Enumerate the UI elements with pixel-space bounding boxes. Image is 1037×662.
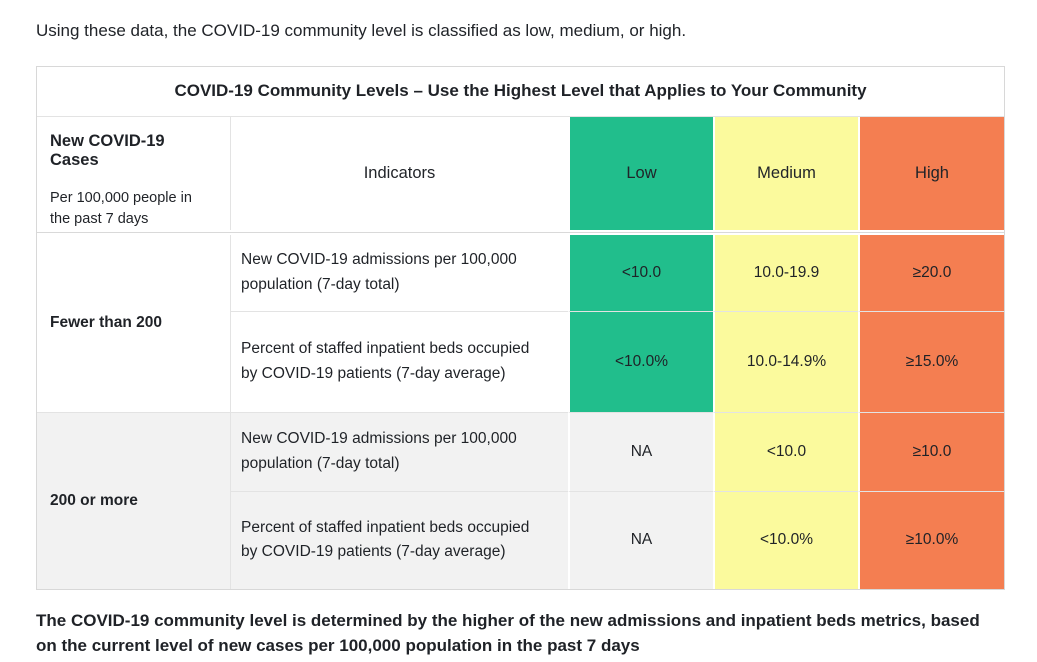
table-title-row: COVID-19 Community Levels – Use the High… xyxy=(37,67,1004,117)
value-high: ≥20.0 xyxy=(858,234,1004,311)
value-medium: <10.0% xyxy=(713,490,858,589)
value-medium: 10.0-19.9 xyxy=(713,234,858,311)
header-new-cases-title: New COVID-19 Cases xyxy=(50,131,165,169)
value-medium: <10.0 xyxy=(713,411,858,491)
community-levels-table-container: COVID-19 Community Levels – Use the High… xyxy=(36,65,1005,590)
indicator-inpatient-beds: Percent of staffed inpatient beds occupi… xyxy=(230,490,568,589)
value-high: ≥10.0 xyxy=(858,411,1004,491)
indicator-admissions: New COVID-19 admissions per 100,000 popu… xyxy=(230,411,568,491)
value-low: <10.0% xyxy=(568,310,713,412)
header-level-medium: Medium xyxy=(713,116,858,230)
value-high: ≥15.0% xyxy=(858,310,1004,412)
header-level-low: Low xyxy=(568,116,713,230)
indicator-inpatient-beds: Percent of staffed inpatient beds occupi… xyxy=(230,310,568,412)
table-row-more-admissions: 200 or more New COVID-19 admissions per … xyxy=(37,411,1004,589)
value-medium: 10.0-14.9% xyxy=(713,310,858,412)
footer-note: The COVID-19 community level is determin… xyxy=(36,610,980,656)
indicator-admissions: New COVID-19 admissions per 100,000 popu… xyxy=(230,234,568,311)
header-new-cases-subtitle: Per 100,000 people in the past 7 days xyxy=(50,189,192,227)
header-level-high: High xyxy=(858,116,1004,230)
group-label-fewer-than-200: Fewer than 200 xyxy=(37,234,230,412)
community-levels-table: COVID-19 Community Levels – Use the High… xyxy=(36,65,1005,590)
table-title: COVID-19 Community Levels – Use the High… xyxy=(37,67,1004,117)
value-low: <10.0 xyxy=(568,234,713,311)
group-label-200-or-more: 200 or more xyxy=(37,411,230,589)
value-high: ≥10.0% xyxy=(858,490,1004,589)
value-low-na: NA xyxy=(568,490,713,589)
divider-rule xyxy=(37,229,1004,235)
table-row-fewer-admissions: Fewer than 200 New COVID-19 admissions p… xyxy=(37,234,1004,412)
header-new-cases: New COVID-19 Cases Per 100,000 people in… xyxy=(37,117,230,230)
intro-text: Using these data, the COVID-19 community… xyxy=(36,21,687,40)
table-row-more-beds: Percent of staffed inpatient beds occupi… xyxy=(37,490,1004,589)
table-row-fewer-beds: Percent of staffed inpatient beds occupi… xyxy=(37,310,1004,412)
value-low-na: NA xyxy=(568,411,713,491)
header-body-divider xyxy=(37,229,1004,235)
header-indicators: Indicators xyxy=(230,116,568,230)
table-header-row: New COVID-19 Cases Per 100,000 people in… xyxy=(37,116,1004,230)
